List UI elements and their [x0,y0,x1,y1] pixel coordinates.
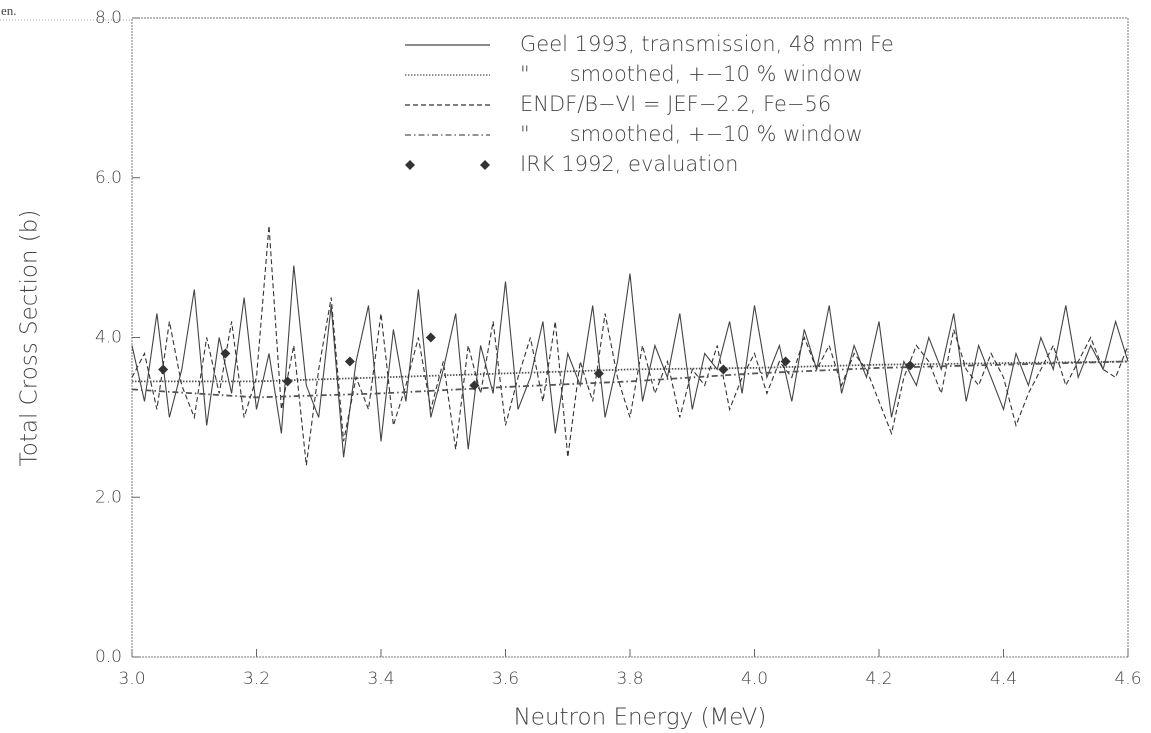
marker [425,332,436,343]
x-tick-label: 4.6 [1114,669,1141,689]
marker [469,380,480,391]
marker [344,356,355,367]
legend-label: " smoothed, +−10 % window [520,62,863,86]
series-line [131,360,1129,399]
y-tick-label: 4.0 [95,328,122,348]
legend-label: IRK 1992, evaluation [520,152,738,176]
series-line [131,265,1129,458]
marker [220,348,231,359]
x-tick-label: 4.0 [741,669,768,689]
marker [593,368,604,379]
x-tick-label: 3.4 [367,669,394,689]
legend-marker [405,160,415,170]
x-tick-label: 4.4 [990,669,1017,689]
marker [905,360,916,371]
y-tick-label: 0.0 [95,647,122,667]
x-tick-label: 3.0 [118,669,145,689]
corner-text: en. [1,3,17,18]
legend-marker [480,160,490,170]
y-tick-label: 8.0 [95,8,122,28]
marker [282,376,293,387]
series-line [132,360,1129,383]
x-tick-label: 3.2 [243,669,270,689]
marker [718,364,729,375]
series-line [131,225,1129,466]
legend-label: ENDF/B−VI = JEF−2.2, Fe−56 [520,92,831,116]
x-tick-label: 3.6 [492,669,519,689]
y-tick-label: 2.0 [95,487,122,507]
marker [780,356,791,367]
x-tick-label: 3.8 [616,669,643,689]
x-axis-label: Neutron Energy (MeV) [514,705,767,731]
y-axis-label: Total Cross Section (b) [17,210,43,467]
legend-label: " smoothed, +−10 % window [520,122,863,146]
x-tick-label: 4.2 [865,669,892,689]
y-tick-label: 6.0 [95,168,122,188]
legend-label: Geel 1993, transmission, 48 mm Fe [520,32,894,56]
marker [158,364,169,375]
